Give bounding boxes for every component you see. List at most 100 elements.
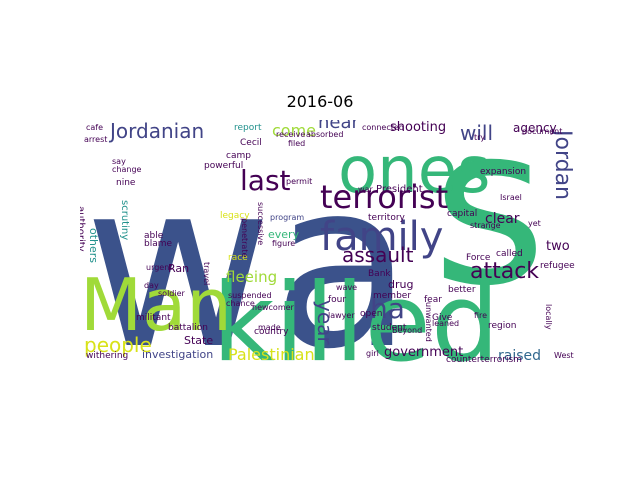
cloud-word: try [474, 133, 485, 142]
cloud-word: member [373, 291, 411, 301]
cloud-word: war [358, 185, 373, 194]
cloud-word: people [84, 333, 152, 357]
cloud-word: fleeing [226, 268, 277, 286]
cloud-word: yet [528, 219, 541, 228]
cloud-word: refugee [540, 261, 575, 271]
cloud-word: Israel [500, 193, 522, 202]
cloud-word: Man [80, 263, 232, 347]
cloud-word: s [432, 78, 547, 334]
cloud-word: leaned [432, 319, 459, 328]
cloud-word: militant [136, 313, 171, 323]
cloud-word: Beyond [392, 326, 422, 335]
cloud-word: called [496, 249, 523, 259]
cloud-word: counterterrorism [446, 355, 522, 365]
cloud-word: race [228, 253, 248, 263]
cloud-word: soldier [158, 289, 186, 298]
cloud-word: figure [272, 239, 295, 248]
cloud-word: scrutiny [119, 200, 130, 240]
chart-title: 2016-06 [286, 92, 354, 111]
cloud-word: State [184, 334, 213, 347]
cloud-word: assault [342, 243, 414, 267]
cloud-word: two [546, 239, 570, 254]
cloud-word: agency [513, 121, 557, 135]
cloud-word: arrest [84, 135, 107, 144]
cloud-background [80, 120, 576, 368]
cloud-word: battalion [168, 323, 208, 333]
cloud-word: able [144, 231, 164, 241]
cloud-word: cafe [86, 123, 103, 132]
cloud-word: receive [276, 130, 305, 139]
cloud-word: drug [388, 278, 413, 291]
cloud-word: travel [202, 262, 211, 285]
cloud-word: family [320, 214, 443, 260]
cloud-word: year [313, 300, 337, 345]
cloud-word: change [112, 165, 142, 174]
cloud-word: government [384, 345, 463, 360]
cloud-word: near [318, 112, 360, 133]
cloud-word: unwanted [424, 302, 433, 342]
cloud-word: made [258, 323, 281, 332]
cloud-word: Cecil [240, 138, 262, 148]
cloud-word: four [328, 295, 346, 305]
cloud-word: successive [256, 202, 265, 245]
cloud-word: Ran [168, 262, 189, 275]
cloud-word: wa [84, 133, 413, 400]
cloud-word: nine [116, 178, 136, 188]
cloud-word: camp [226, 151, 251, 161]
cloud-word: filed [288, 139, 305, 148]
cloud-word: come [272, 121, 316, 140]
cloud-word: ones [338, 134, 490, 208]
cloud-word: withering [86, 351, 128, 361]
cloud-word: fire [474, 311, 487, 320]
cloud-word: Force [466, 253, 491, 263]
cloud-word: raised [498, 348, 541, 364]
cloud-word: penetrate [240, 218, 249, 257]
cloud-word: expansion [480, 167, 526, 177]
cloud-word: say [112, 157, 126, 166]
cloud-word: powerful [204, 161, 243, 171]
cloud-word: open [360, 309, 382, 319]
cloud-word: legacy [220, 211, 250, 221]
cloud-word: terrorist [320, 178, 448, 216]
cloud-word: authority [75, 206, 86, 252]
cloud-word: document [522, 127, 562, 136]
cloud-word: girl [366, 349, 379, 358]
cloud-word: will [460, 121, 493, 145]
cloud-word: last [240, 164, 291, 197]
cloud-word: territory [368, 213, 406, 223]
cloud-word: Jordanian [108, 119, 204, 143]
cloud-word: chance [226, 299, 255, 308]
cloud-word: program [270, 213, 304, 222]
cloud-word: clear [485, 211, 520, 227]
cloud-word: ha [370, 292, 405, 325]
cloud-word: President [376, 184, 423, 195]
cloud-word: better [448, 285, 476, 295]
cloud-word: Bank [368, 269, 391, 279]
cloud-word: suspended [228, 291, 272, 300]
cloud-word: country [254, 327, 289, 337]
cloud-word: attack [470, 259, 539, 284]
cloud-word: report [234, 123, 262, 133]
cloud-word: every [268, 228, 300, 241]
cloud-word: killed [212, 261, 500, 386]
cloud-word: shooting [390, 120, 446, 135]
cloud-word: wave [336, 283, 357, 292]
cloud-word: day [144, 281, 159, 290]
cloud-word: fear [424, 295, 442, 305]
cloud-word: connected [362, 123, 404, 132]
cloud-word: locally [544, 304, 553, 330]
cloud-word: urgent [146, 263, 172, 272]
cloud-word: investigation [142, 348, 213, 361]
cloud-word: newcomer [252, 303, 295, 312]
cloud-word: strange [470, 221, 501, 230]
cloud-word: others [87, 228, 100, 263]
cloud-word: absorbed [306, 130, 343, 139]
cloud-word: region [488, 321, 516, 331]
cloud-word: West [554, 351, 574, 360]
cloud-word: capital [447, 209, 477, 219]
cloud-word: permit [286, 177, 312, 186]
cloud-word: blame [144, 239, 172, 249]
cloud-word: Give [432, 313, 453, 323]
